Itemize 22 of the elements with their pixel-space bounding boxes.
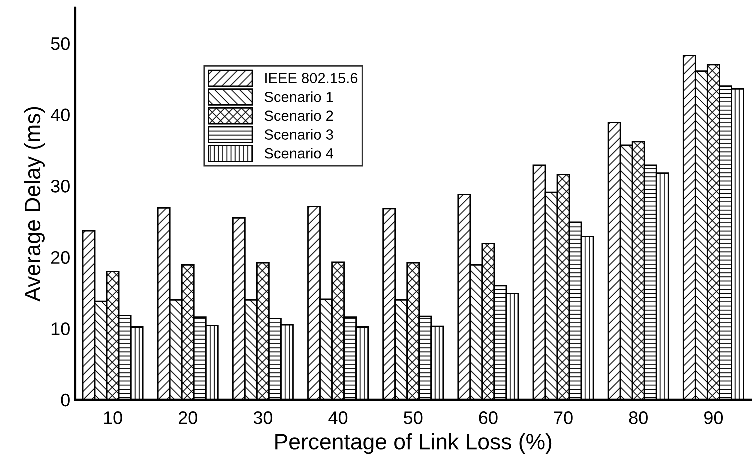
legend-label: Scenario 2 — [264, 110, 334, 122]
y-tick-label: 40 — [50, 108, 70, 122]
legend-label: IEEE 802.15.6 — [266, 73, 358, 84]
x-tick-label: 90 — [704, 412, 724, 424]
y-tick-label: 10 — [52, 322, 70, 336]
y-axis-title: Average Delay (ms) — [24, 107, 45, 302]
y-tick-label: 0 — [61, 394, 70, 407]
x-tick-label: 80 — [629, 412, 648, 424]
y-tick-label: 30 — [51, 180, 70, 193]
x-tick-label: 60 — [479, 412, 498, 424]
x-tick-label: 30 — [254, 412, 273, 424]
x-tick-label: 20 — [178, 412, 198, 424]
y-tick-label: 50 — [51, 37, 70, 50]
x-tick-label: 50 — [404, 412, 423, 424]
legend-label: Scenario 1 — [264, 92, 334, 102]
legend-label: Scenario 4 — [264, 148, 334, 159]
x-axis-title: Percentage of Link Loss (%) — [276, 433, 552, 454]
legend-label: Scenario 3 — [264, 129, 334, 140]
y-tick-label: 20 — [51, 251, 70, 264]
x-tick-label: 40 — [328, 412, 348, 424]
x-tick-label: 70 — [554, 412, 573, 424]
x-tick-label: 10 — [104, 412, 122, 424]
